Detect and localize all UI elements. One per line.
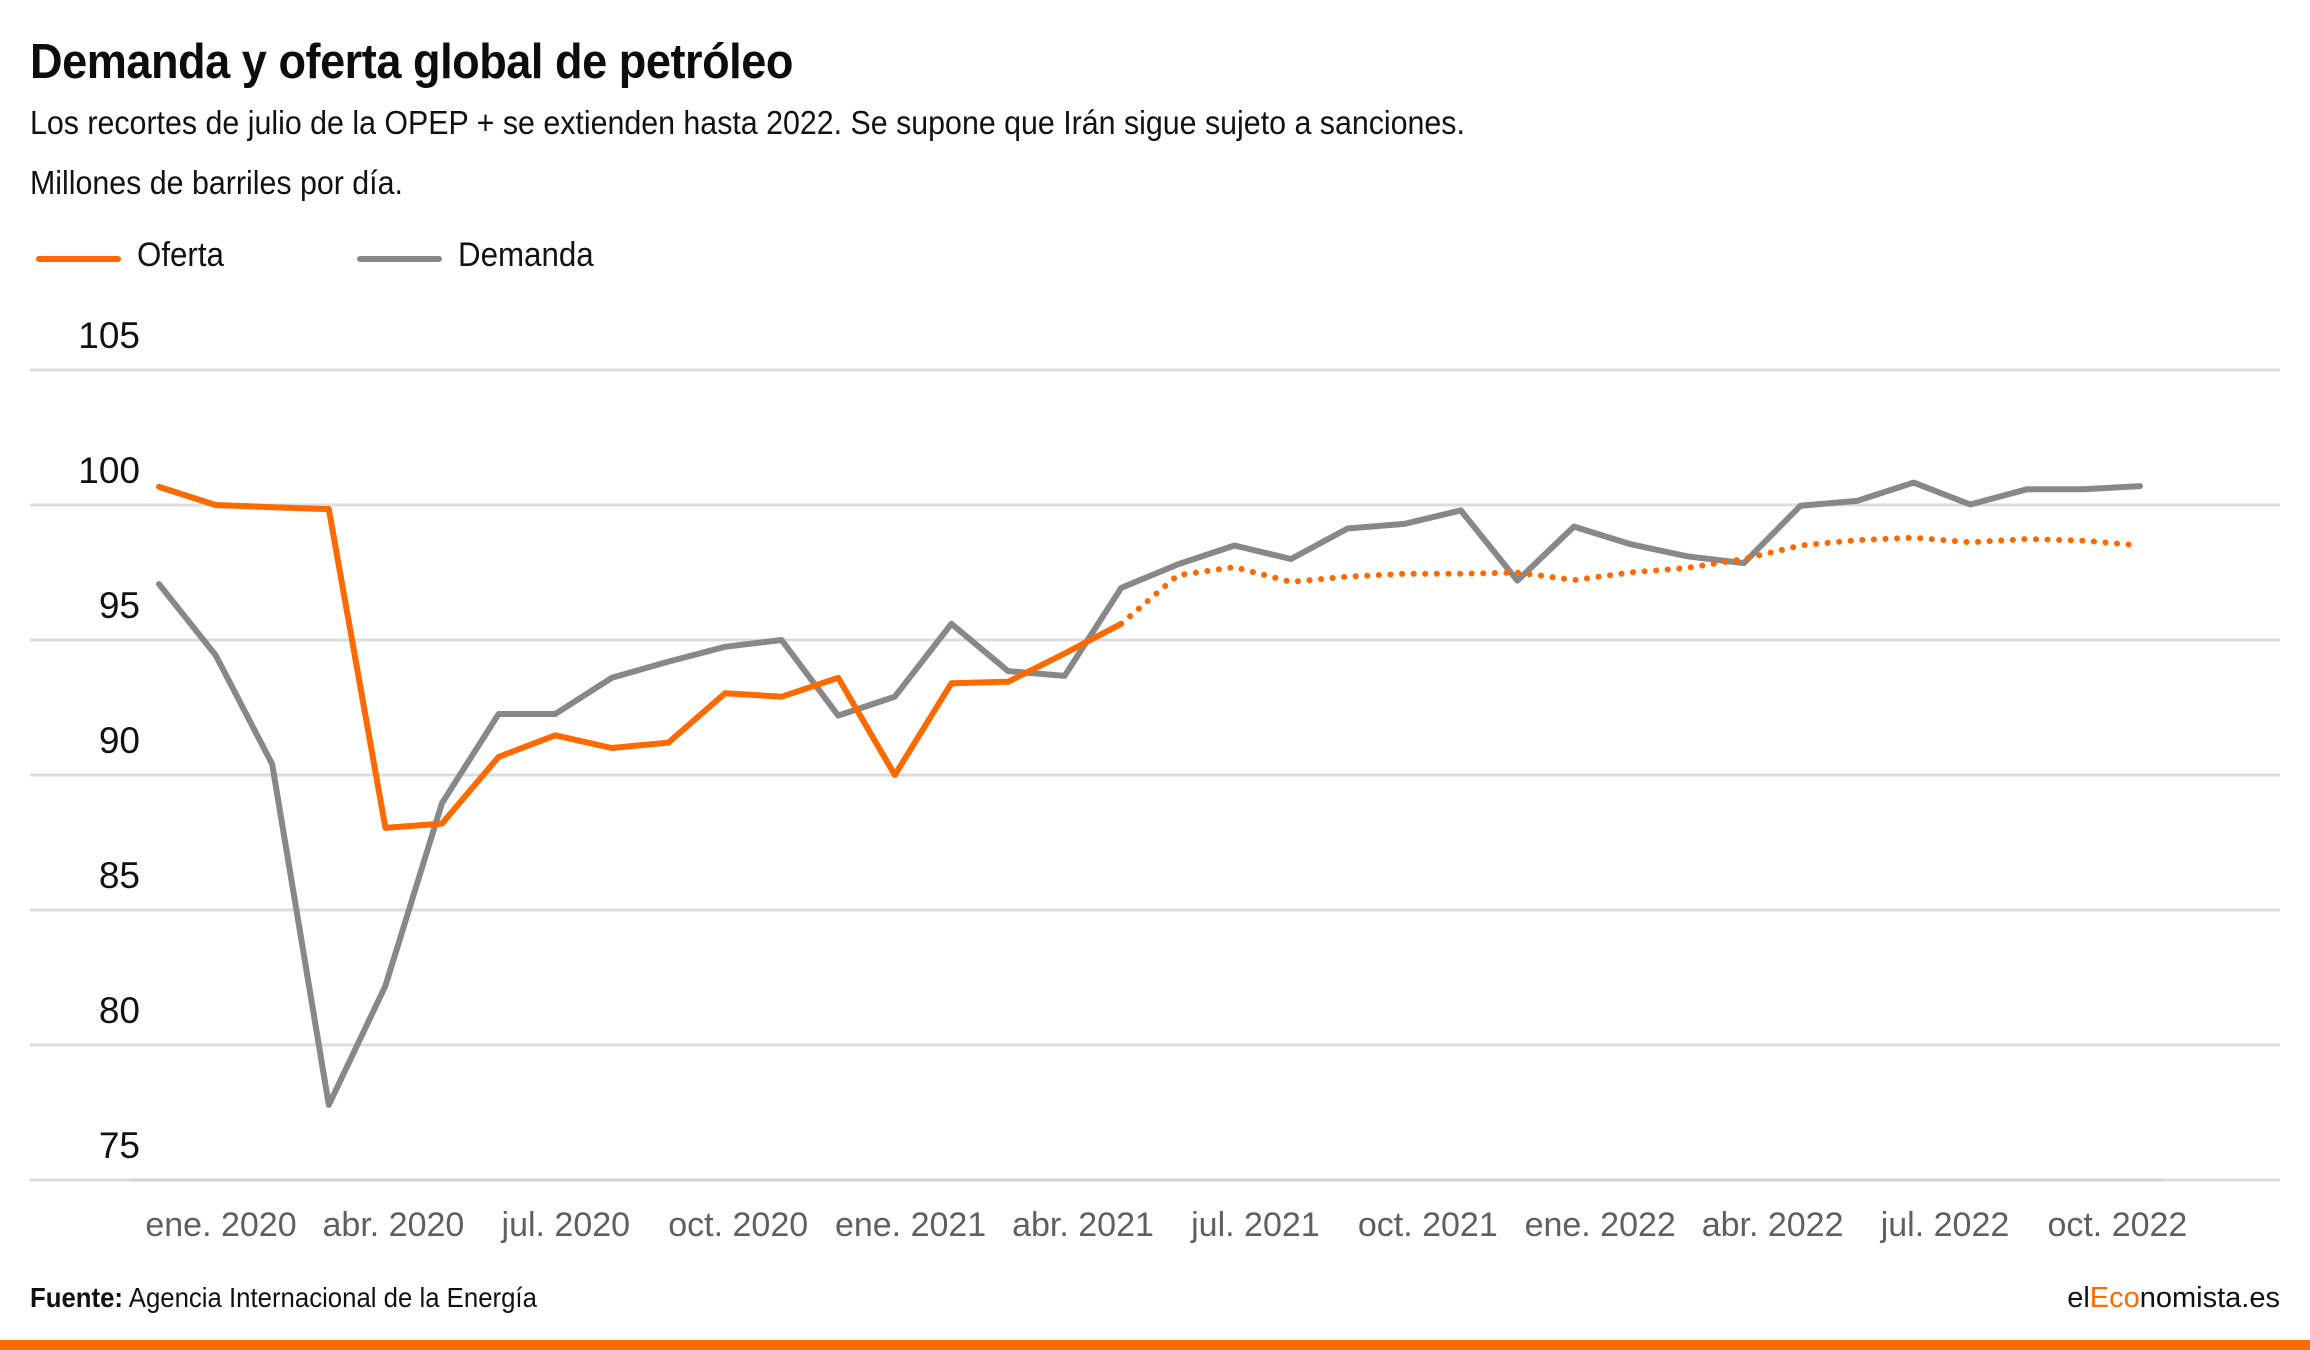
legend-label-demanda: Demanda: [458, 236, 594, 274]
y-tick-label: 75: [99, 1125, 140, 1166]
chart-subtitle: Los recortes de julio de la OPEP + se ex…: [30, 104, 1465, 141]
brand-prefix: el: [2067, 1282, 2090, 1314]
x-axis-ticks: ene. 2020 abr. 2020 jul. 2020 oct. 2020 ene.…: [145, 1206, 2187, 1244]
series-line-oferta: [156, 483, 1125, 831]
x-tick-label: jul. 2022: [1880, 1206, 2010, 1244]
y-tick-label: 80: [99, 990, 140, 1031]
source-note: Fuente: Agencia Internacional de la Ener…: [30, 1282, 537, 1314]
brand-suffix: nomista.es: [2139, 1282, 2280, 1314]
source-text: Agencia Internacional de la Energía: [128, 1282, 537, 1313]
series-lines: [156, 479, 2143, 1108]
brand-logo[interactable]: elEconomista.es: [2067, 1282, 2280, 1315]
y-tick-label: 85: [99, 855, 140, 896]
x-tick-label: oct. 2022: [2047, 1206, 2187, 1244]
x-tick-label: ene. 2020: [145, 1206, 296, 1244]
x-tick-label: jul. 2021: [1190, 1206, 1320, 1244]
x-tick-label: ene. 2022: [1525, 1206, 1676, 1244]
units-label: Millones de barriles por día.: [30, 164, 403, 201]
series-line-oferta-projection: [1118, 534, 2143, 627]
x-tick-label: ene. 2021: [835, 1206, 986, 1244]
x-tick-label: abr. 2021: [1012, 1206, 1154, 1244]
x-tick-label: oct. 2020: [668, 1206, 808, 1244]
legend-swatch-oferta: [36, 256, 121, 262]
gridlines: [30, 368, 2280, 1182]
y-tick-label: 90: [99, 720, 140, 761]
legend-label-oferta: Oferta: [137, 236, 224, 274]
chart-title: Demanda y oferta global de petróleo: [30, 35, 793, 89]
y-axis-ticks: 75 80 85 90 95 100 105: [78, 315, 140, 1166]
y-tick-label: 95: [99, 585, 140, 626]
series-line-demanda: [156, 479, 2143, 1108]
x-tick-label: oct. 2021: [1358, 1206, 1498, 1244]
y-tick-label: 100: [78, 450, 140, 491]
source-label: Fuente:: [30, 1282, 124, 1313]
x-tick-label: abr. 2020: [323, 1206, 465, 1244]
legend-swatch-demanda: [357, 256, 442, 262]
y-tick-label: 105: [78, 315, 140, 356]
brand-accent: Eco: [2089, 1282, 2140, 1314]
x-tick-label: jul. 2020: [501, 1206, 631, 1244]
accent-bar: [0, 1340, 2310, 1350]
x-tick-label: abr. 2022: [1702, 1206, 1844, 1244]
